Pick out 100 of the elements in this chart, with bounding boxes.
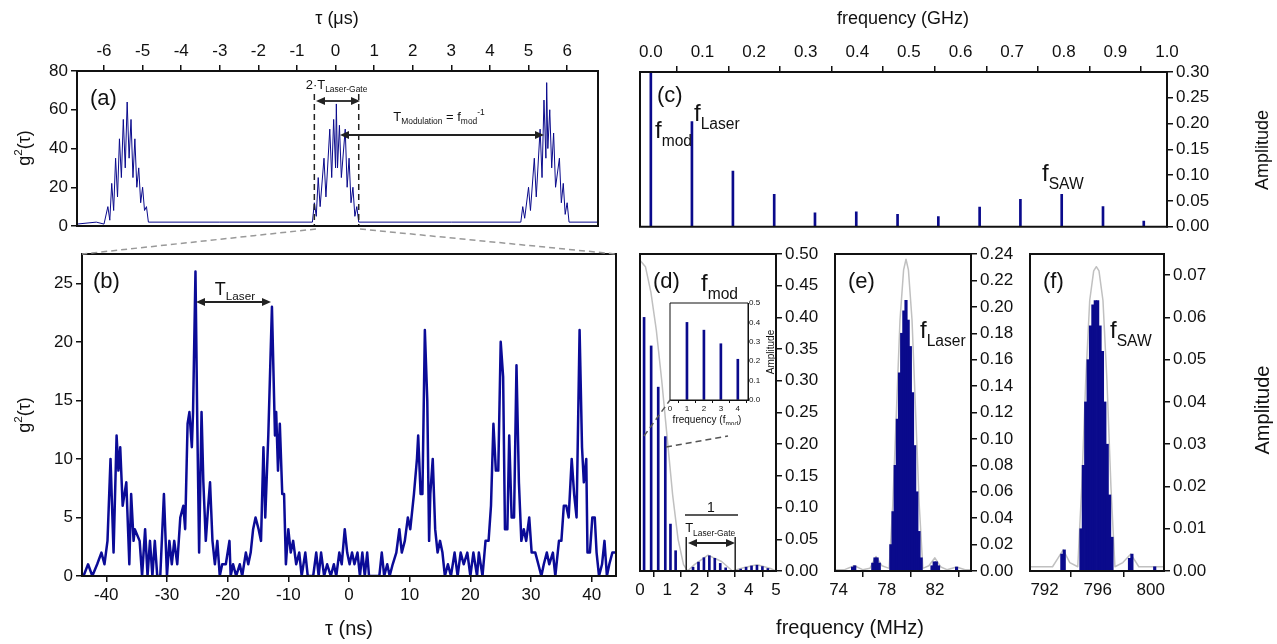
y-tick-label: 0.1	[749, 375, 761, 385]
y-axis-title: Amplitude	[764, 329, 776, 375]
x-tick-label: 0.0	[639, 42, 663, 62]
bar	[1019, 199, 1022, 227]
bar	[656, 386, 660, 571]
y-tick-label: 0.3	[749, 337, 761, 346]
y-tick-label: 0.07	[1173, 264, 1207, 284]
y-tick-label: 5	[63, 507, 73, 527]
x-tick-label: 20	[460, 584, 480, 604]
x-tick-label: -6	[96, 41, 112, 61]
x-tick-label: 0	[330, 41, 341, 61]
y-tick-label: 0.05	[1173, 349, 1207, 369]
y-tick-label: 0.25	[1176, 87, 1210, 107]
annotation: (b)	[93, 267, 120, 293]
x-tick-label: 0.8	[1051, 42, 1076, 62]
annotation: (a)	[90, 84, 117, 110]
y-tick-label: 0.24	[980, 243, 1014, 263]
x-tick-label: 1	[684, 404, 690, 413]
y-tick-label: 0.14	[980, 375, 1014, 395]
x-tick-label: 800	[1136, 579, 1165, 599]
y-tick-label: 0.04	[980, 507, 1014, 527]
bar	[937, 216, 940, 227]
annotation: (e)	[848, 267, 875, 293]
bar	[772, 193, 776, 227]
bar	[978, 206, 981, 227]
x-tick-label: -30	[154, 584, 180, 604]
x-tick-label: 0.5	[897, 42, 921, 62]
x-tick-label: 0	[667, 404, 673, 413]
y-tick-label: 0.01	[1173, 518, 1207, 538]
x-tick-label: 1.0	[1155, 42, 1179, 62]
y-tick-label: 0.35	[785, 338, 819, 358]
x-tick-label: 0	[635, 579, 645, 599]
y-tick-label: 0.08	[980, 455, 1014, 475]
y-tick-label: 0.4	[749, 317, 761, 327]
y-axis-title: Amplitude	[1251, 365, 1273, 455]
bar	[708, 555, 711, 571]
bar	[663, 436, 667, 571]
x-tick-label: 0.6	[948, 42, 973, 62]
x-tick-label: 4	[744, 579, 754, 599]
y-tick-label: 60	[49, 99, 68, 119]
y-tick-label: 0.0	[749, 395, 761, 405]
x-tick-label: 78	[877, 579, 897, 599]
x-tick-label: 0	[344, 584, 354, 604]
y-tick-label: 0.5	[749, 298, 761, 308]
y-axis-title: Amplitude	[1252, 109, 1273, 191]
y-tick-label: 0.20	[1176, 113, 1210, 133]
x-tick-label: -40	[93, 584, 119, 604]
x-tick-label: 74	[829, 579, 849, 599]
y-tick-label: 0.50	[785, 243, 819, 263]
x-tick-label: 0.1	[690, 42, 715, 62]
x-axis-title: τ (μs)	[315, 8, 359, 29]
y-tick-label: 0.02	[980, 534, 1014, 554]
x-tick-label: 0.9	[1103, 42, 1128, 62]
y-tick-label: 0.02	[1173, 476, 1207, 496]
x-tick-label: 4	[485, 41, 495, 61]
x-tick-label: 1	[369, 41, 379, 61]
bar	[936, 565, 941, 571]
x-tick-label: 3	[446, 41, 457, 61]
bar	[1062, 549, 1066, 571]
bar	[1142, 220, 1146, 227]
annotation: (f)	[1043, 267, 1064, 293]
bar	[669, 523, 672, 571]
x-tick-label: 6	[562, 41, 572, 61]
x-tick-label: -2	[250, 41, 266, 61]
annotation: (c)	[657, 81, 683, 107]
y-tick-label: 0.05	[1176, 190, 1210, 210]
y-tick-label: 20	[49, 176, 68, 196]
bar	[896, 214, 899, 227]
y-tick-label: 0.10	[1176, 164, 1210, 184]
bar	[736, 358, 740, 400]
y-tick-label: 0.15	[785, 465, 819, 485]
y-tick-label: 0.20	[785, 433, 819, 453]
x-tick-label: 796	[1083, 579, 1112, 599]
y-tick-label: 0.10	[980, 428, 1014, 448]
y-tick-label: 0.10	[785, 497, 819, 517]
x-tick-label: -20	[215, 584, 240, 604]
y-tick-label: 0.00	[980, 560, 1014, 580]
x-tick-label: 5	[771, 579, 781, 599]
y-tick-label: 0.25	[785, 402, 819, 422]
x-tick-label: 0.7	[1000, 42, 1024, 62]
x-tick-label: 3	[716, 579, 727, 599]
x-tick-label: 10	[400, 584, 420, 604]
y-tick-label: 80	[49, 60, 68, 80]
y-tick-label: 0.00	[1173, 560, 1207, 580]
y-tick-label: 0.06	[980, 481, 1014, 501]
annotation: 1	[707, 498, 716, 515]
x-tick-label: 40	[582, 584, 602, 604]
y-tick-label: 0.12	[980, 402, 1014, 422]
x-tick-label: 3	[718, 404, 724, 413]
x-axis-title: frequency (MHz)	[776, 616, 924, 638]
y-tick-label: 0.16	[980, 349, 1014, 369]
x-tick-label: 2	[689, 579, 700, 599]
x-axis-title: frequency (GHz)	[836, 8, 970, 29]
x-tick-label: 5	[523, 41, 534, 61]
bar	[674, 550, 677, 571]
x-tick-label: 30	[521, 584, 541, 604]
x-tick-label: 82	[925, 579, 945, 599]
y-tick-label: 40	[49, 138, 68, 158]
x-tick-label: 1	[662, 579, 672, 599]
x-axis-title: τ (ns)	[325, 617, 373, 639]
